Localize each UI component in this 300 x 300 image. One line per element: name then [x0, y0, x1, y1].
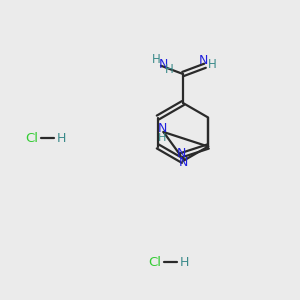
Text: H: H [152, 53, 160, 66]
Text: N: N [158, 58, 168, 71]
Text: H: H [208, 58, 216, 71]
Text: N: N [178, 155, 188, 169]
Text: H: H [56, 131, 66, 145]
Text: N: N [198, 54, 208, 67]
Text: Cl: Cl [148, 256, 161, 268]
Text: H: H [165, 63, 173, 76]
Text: N: N [158, 122, 167, 136]
Text: N: N [177, 147, 186, 160]
Text: Cl: Cl [26, 131, 38, 145]
Text: H: H [158, 133, 167, 143]
Text: H: H [179, 256, 189, 268]
